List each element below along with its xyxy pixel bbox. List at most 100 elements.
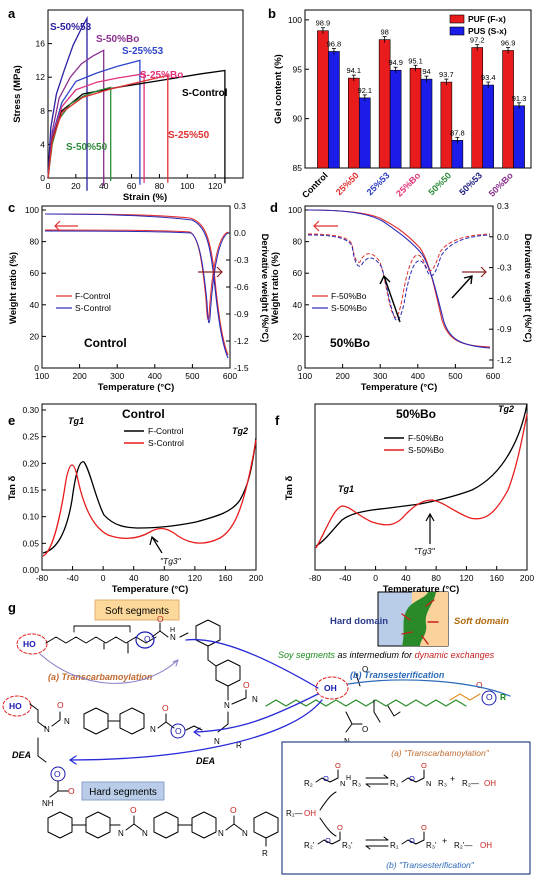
y2-c-tick-label: 0.3 [234,201,246,211]
category-label: 25%Bo [394,170,423,199]
x-axis-label-c: Temperature (°C) [98,382,174,393]
oh-label: OH [324,683,337,693]
methoxy-groups [355,673,401,723]
r3-prime-label: R₃' [426,841,437,850]
annotation-arrow-icon [379,274,401,323]
repeat-bracket [73,625,131,633]
y-a-tick-label: 16 [36,39,46,49]
category-label: 50%Bo [487,170,516,199]
category-label: 50%50 [426,170,453,197]
reaction-curve-arrows [319,791,337,837]
tan-delta-curve-f-control [42,437,257,554]
benzene-ring [153,811,179,839]
x-e-tick-label: -80 [36,573,49,583]
y-b-tick-label: 95 [293,64,303,74]
benzene-ring [83,707,109,735]
o-atom: O [362,665,368,674]
r1-oh-label: R₁— [286,809,302,818]
ho-label: HO [23,639,36,649]
curves-a [47,15,226,191]
y-b-tick-label: 85 [293,163,303,173]
hard-segments-label: Hard segments [89,787,157,798]
o-atom: O [476,680,483,690]
bar-s [389,69,402,169]
y-e-tick-label: 0.30 [22,405,39,415]
y-axis-label-d: Weight ratio (%) [270,252,281,324]
y2-d-tick-label: -0.9 [497,324,512,334]
mechanism-box [281,741,531,875]
benzene-ring [47,811,73,839]
carbamate-group [49,780,69,798]
soy-caption: Soy segments as intermedium for dynamic … [278,650,495,660]
tg3-label-f: "Tg3" [414,546,436,556]
y-ticks-a: 0 4 8 12 16 [36,39,52,183]
y2-c-tick-label: -1.5 [234,363,249,373]
y-a-tick-label: 12 [36,72,46,82]
x-c-tick-label: 500 [185,371,199,381]
arrow-left-icon [313,220,338,232]
curve-label-s-control: S-Control [182,88,228,99]
r2-prime-label: R₂' [304,841,315,850]
o-atom: O [409,774,415,783]
curve-label-s-50-bo: S-50%Bo [96,34,139,45]
x-a-tick-label: 100 [180,181,194,191]
o-atom: O [337,823,343,832]
ester-group [317,831,341,845]
y-e-tick-label: 0.10 [22,512,39,522]
y-d-tick-label: 40 [293,300,303,310]
panel-note-d: 50%Bo [330,336,370,350]
transesterification-label: (b) Transesterification [350,670,445,680]
r3-label: R₃ [352,779,361,788]
bar-f [317,30,329,169]
n-atom: N [218,829,224,838]
o-atom: O [421,761,427,770]
y-a-tick-label: 4 [40,139,45,149]
ho-label: HO [9,701,22,711]
x-d-tick-label: 300 [373,371,387,381]
panel-label-a: a [8,6,16,21]
panel-d: d 100 200 300 400 500 600 0 20 40 60 80 100 0.3 0.0… [270,200,533,393]
annotation-arrow-icon [149,535,163,554]
y2-d-tick-label: -0.6 [497,293,512,303]
benzene-ring [253,811,279,839]
bond [185,725,203,731]
tga-curve-f-control [44,213,229,356]
legend-label-s-control: S-Control [75,303,111,313]
o-atom: O [421,823,427,832]
n-atom: N [214,737,220,746]
x-e-tick-label: 200 [249,573,263,583]
bar-value-label: 94.1 [346,66,361,75]
arrow-right-icon [462,266,487,278]
r-group: R [500,692,506,702]
bar-value-label: 91.3 [512,94,527,103]
o-atom: O [144,634,151,644]
stress-strain-curve [47,86,112,181]
legend-label-puf: PUF (F-x) [468,14,506,24]
dtg-curve-f-control [44,229,229,320]
y-c-tick-label: 100 [25,205,39,215]
y-e-tick-label: 0.05 [22,538,39,548]
legend-swatch-puf [449,14,465,24]
carbamate-o-circle [135,631,155,649]
bar-value-label: 97.2 [470,36,485,45]
y2-c-tick-label: -1.2 [234,336,249,346]
x-ticks-f: -80 -40 0 40 80 120 160 200 [309,566,534,583]
ester-o-circle [481,690,497,706]
tga-curve-s-control [44,213,229,359]
panel-note-f: 50%Bo [396,407,436,421]
tg1-label-e: Tg1 [68,416,84,426]
x-f-tick-label: 0 [373,573,378,583]
n-atom: N [170,633,176,642]
tga-curve-s-50-bo [307,209,491,349]
bar-f [409,67,422,169]
tg1-label-f: Tg1 [338,484,354,494]
x-axis-label-d: Temperature (°C) [361,382,437,393]
bar-s [420,78,433,169]
annotation-arrow-icon [451,275,473,299]
ester-group [401,831,425,845]
transcarbamoylation-arrow [39,653,179,684]
y-c-tick-label: 60 [30,268,40,278]
y-a-tick-label: 8 [40,106,45,116]
x-d-tick-label: 600 [486,371,500,381]
